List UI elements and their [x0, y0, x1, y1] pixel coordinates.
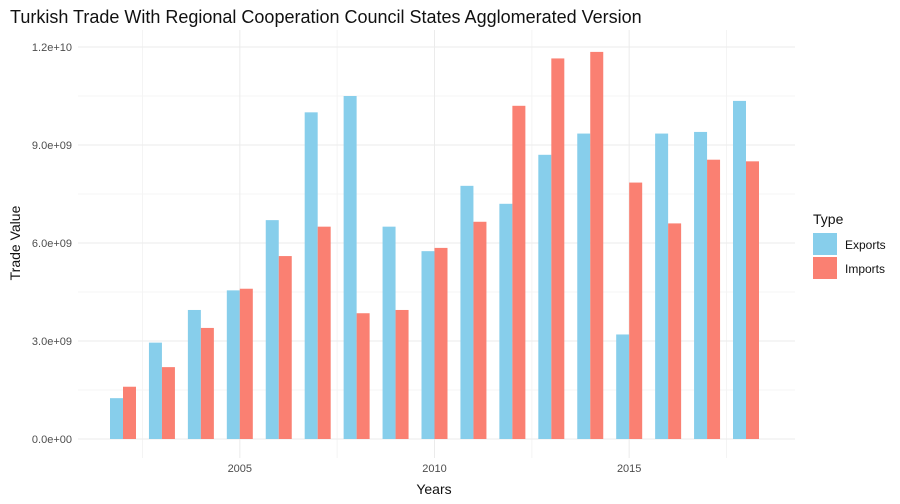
bar-exports-2014 [577, 133, 591, 440]
bar-imports-2008 [356, 313, 370, 439]
bar-exports-2015 [616, 334, 630, 439]
legend-swatch-exports [813, 233, 837, 255]
chart-title: Turkish Trade With Regional Cooperation … [10, 7, 642, 27]
bar-imports-2007 [317, 226, 331, 439]
bar-exports-2011 [460, 185, 474, 439]
bar-imports-2014 [590, 51, 604, 440]
y-axis-title: Trade Value [7, 205, 23, 280]
bar-exports-2009 [382, 226, 396, 439]
legend-title: Type [813, 211, 844, 227]
legend-label-imports: Imports [845, 262, 885, 276]
bar-exports-2018 [733, 100, 746, 440]
bar-imports-2006 [278, 256, 292, 439]
y-tick-label: 0.0e+00 [32, 434, 72, 446]
legend: Type Exports Imports [813, 211, 886, 279]
bar-exports-2006 [265, 220, 279, 439]
bar-imports-2016 [668, 223, 682, 439]
bar-imports-2017 [707, 159, 721, 439]
bar-exports-2012 [499, 203, 513, 439]
x-tick-label: 2010 [422, 463, 446, 475]
x-tick-label: 2005 [228, 463, 252, 475]
bar-exports-2002 [110, 398, 123, 439]
bar-imports-2018 [746, 161, 759, 440]
bars [110, 51, 759, 440]
y-tick-label: 3.0e+09 [32, 336, 72, 348]
bar-imports-2002 [123, 386, 136, 439]
y-tick-label: 6.0e+09 [32, 238, 72, 250]
x-tick-label: 2015 [617, 463, 641, 475]
y-tick-label: 1.2e+10 [32, 42, 72, 54]
bar-imports-2004 [200, 327, 214, 439]
bar-exports-2013 [538, 154, 552, 440]
bar-exports-2003 [148, 342, 162, 439]
legend-label-exports: Exports [845, 238, 886, 252]
bar-exports-2004 [187, 309, 201, 439]
bar-imports-2005 [239, 288, 253, 439]
bar-imports-2011 [473, 221, 487, 439]
bar-exports-2007 [304, 112, 318, 439]
bar-imports-2009 [395, 309, 409, 439]
legend-swatch-imports [813, 257, 837, 279]
x-axis-title: Years [416, 481, 451, 497]
bar-imports-2010 [434, 247, 448, 439]
bar-exports-2010 [421, 251, 435, 439]
bar-imports-2015 [629, 182, 643, 440]
y-tick-label: 9.0e+09 [32, 140, 72, 152]
bar-exports-2008 [343, 96, 357, 439]
tick-labels: 0.0e+00 3.0e+09 6.0e+09 9.0e+09 1.2e+10 2005 2… [32, 42, 642, 475]
bar-imports-2012 [512, 105, 526, 440]
bar-imports-2013 [551, 58, 565, 439]
bar-exports-2016 [655, 133, 669, 440]
bar-exports-2005 [226, 290, 240, 439]
bar-imports-2003 [161, 367, 175, 439]
bar-exports-2017 [694, 131, 708, 439]
